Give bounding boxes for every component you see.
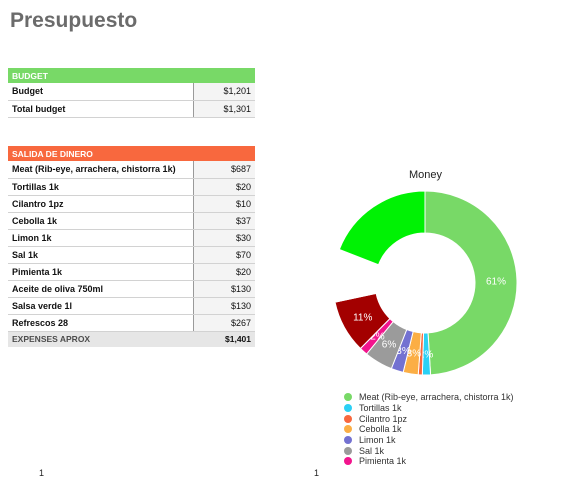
row-value[interactable]: $37 [193,212,255,230]
legend-item[interactable]: Meat (Rib-eye, arrachera, chistorra 1k) [344,392,564,403]
legend-label: Aceite de oliva 750ml [359,467,445,468]
chart-title: Money [409,169,443,181]
table-row[interactable]: Pimienta 1k $20 [8,263,255,281]
table-row[interactable]: Meat (Rib-eye, arrachera, chistorra 1k) $… [8,161,255,179]
legend-label: Cebolla 1k [359,424,402,435]
row-label[interactable]: Limon 1k [8,229,194,247]
row-label[interactable]: Refrescos 28 [8,314,194,332]
salida-de-dinero-table: SALIDA DE DINERO Meat (Rib-eye, arrachera… [8,146,255,347]
row-label[interactable]: Sal 1k [8,246,194,264]
table-row[interactable]: Budget $1,201 [8,83,255,101]
row-label[interactable]: Meat (Rib-eye, arrachera, chistorra 1k) [8,161,194,179]
legend-item[interactable]: Pimienta 1k [344,456,564,467]
row-value[interactable]: $30 [193,229,255,247]
legend-label: Pimienta 1k [359,456,407,467]
budget-header-row: BUDGET [8,68,255,83]
slice-label: 2% [419,349,434,360]
legend-swatch [344,404,352,413]
chart-legend: Meat (Rib-eye, arrachera, chistorra 1k) T… [344,392,564,468]
legend-swatch [344,425,352,434]
row-value[interactable]: $20 [193,263,255,281]
slice-label: 6% [382,340,397,351]
table-row[interactable]: Salsa verde 1l $130 [8,297,255,315]
legend-item[interactable]: Cilantro 1pz [344,413,564,424]
legend-label: Meat (Rib-eye, arrachera, chistorra 1k) [359,392,514,403]
table-row[interactable]: Limon 1k $30 [8,229,255,247]
total-value: $1,401 [193,331,255,347]
row-value[interactable]: $130 [193,297,255,315]
slice-label: 3% [396,346,411,357]
legend-swatch [344,457,352,466]
legend-swatch [344,393,352,402]
legend-item[interactable]: Cebolla 1k [344,424,564,435]
legend-item[interactable]: Limon 1k [344,435,564,446]
table-row[interactable]: Refrescos 28 $267 [8,314,255,332]
legend-swatch [344,414,352,423]
row-value[interactable]: $687 [193,161,255,179]
legend-swatch [344,446,352,455]
slice-label: 3% [407,349,422,360]
table-row[interactable]: Tortillas 1k $20 [8,178,255,196]
legend-label: Sal 1k [359,445,385,456]
table-row[interactable]: Total budget $1,301 [8,100,255,118]
row-label[interactable]: Aceite de oliva 750ml [8,280,194,298]
row-value[interactable]: $70 [193,246,255,264]
legend-item[interactable]: Aceite de oliva 750ml [344,467,564,468]
table-row[interactable]: Cebolla 1k $37 [8,212,255,230]
page-number-right: 1 [314,468,320,478]
legend-label: Limon 1k [359,435,396,446]
row-label[interactable]: Cilantro 1pz [8,195,194,213]
pie-slice [424,190,518,376]
row-label[interactable]: Budget [8,83,194,101]
salida-header: SALIDA DE DINERO [8,146,255,161]
row-label[interactable]: Total budget [8,100,194,118]
page-title: Presupuesto [10,9,138,32]
row-value[interactable]: $1,301 [193,100,255,118]
slice-label: 61% [486,276,506,287]
total-row: EXPENSES APROX $1,401 [8,331,255,347]
row-value[interactable]: $20 [193,178,255,196]
legend-item[interactable]: Tortillas 1k [344,403,564,414]
row-value[interactable]: $130 [193,280,255,298]
row-label[interactable]: Pimienta 1k [8,263,194,281]
table-row[interactable]: Sal 1k $70 [8,246,255,264]
table-row[interactable]: Aceite de oliva 750ml $130 [8,280,255,298]
budget-header: BUDGET [8,68,255,83]
pie-slice [338,190,426,266]
legend-swatch [344,436,352,445]
page-number-left: 1 [39,468,45,478]
slice-label: 11% [353,313,372,324]
table-row[interactable]: Cilantro 1pz $10 [8,195,255,213]
legend-label: Tortillas 1k [359,403,402,414]
row-label[interactable]: Salsa verde 1l [8,297,194,315]
total-label: EXPENSES APROX [8,331,193,347]
slice-label: 11% [345,273,364,284]
row-label[interactable]: Tortillas 1k [8,178,194,196]
row-value[interactable]: $1,201 [193,83,255,101]
slice-label: 2% [370,331,385,342]
row-value[interactable]: $10 [193,195,255,213]
legend-label: Cilantro 1pz [359,413,408,424]
legend-item[interactable]: Sal 1k [344,445,564,456]
salida-header-row: SALIDA DE DINERO [8,146,255,161]
row-value[interactable]: $267 [193,314,255,332]
row-label[interactable]: Cebolla 1k [8,212,194,230]
budget-table: BUDGET Budget $1,201 Total budget $1,301 [8,68,255,118]
